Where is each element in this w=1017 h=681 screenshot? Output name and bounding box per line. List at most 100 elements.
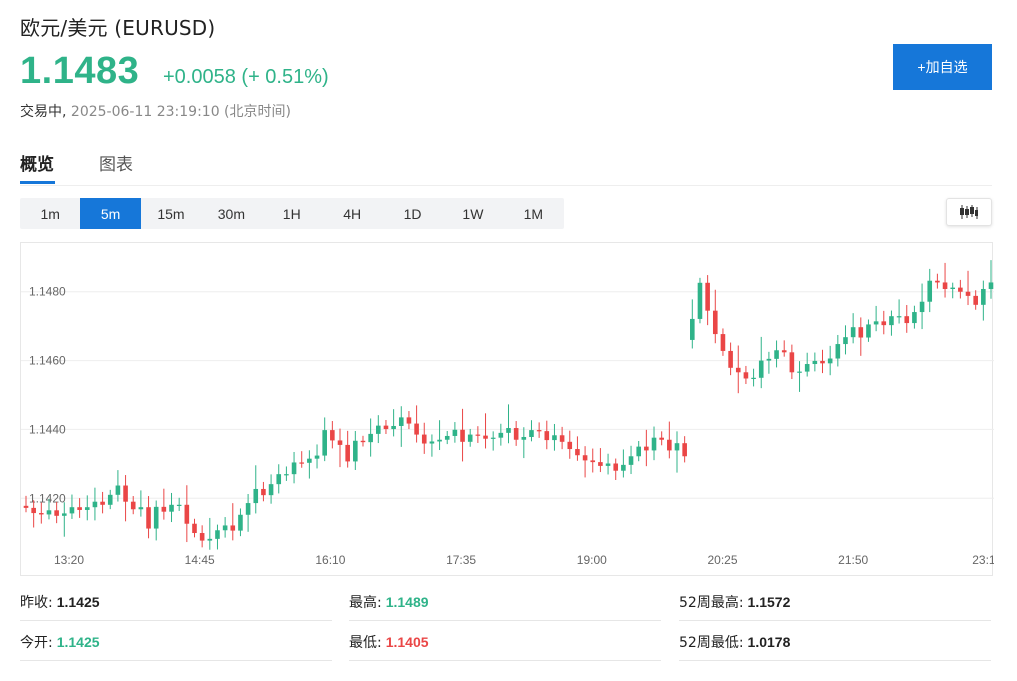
interval-1h[interactable]: 1H (282, 205, 301, 222)
candle (84, 495, 90, 521)
candle (414, 405, 419, 443)
interval-4h[interactable]: 4H (343, 205, 362, 222)
candle (169, 492, 174, 523)
candle (598, 448, 603, 473)
x-tick-label: 13:20 (54, 553, 84, 567)
active-tab-indicator (20, 181, 55, 184)
candle (513, 421, 519, 446)
candle (444, 431, 450, 445)
x-tick-label: 17:35 (446, 553, 476, 567)
candle (621, 449, 626, 478)
candle (912, 305, 917, 329)
candle (138, 490, 144, 517)
candle (299, 451, 305, 468)
candle (705, 275, 710, 326)
candle (896, 299, 902, 324)
candle (398, 406, 404, 447)
candle (544, 420, 550, 450)
candle (77, 498, 82, 518)
candle (529, 420, 534, 442)
candle (307, 450, 312, 479)
candle (950, 282, 956, 299)
candle (804, 352, 810, 377)
candle (659, 431, 664, 446)
x-tick-label: 16:10 (315, 553, 345, 567)
interval-30m[interactable]: 30m (217, 205, 245, 222)
candle (942, 262, 948, 298)
candle (644, 429, 649, 467)
candlestick-chart: 1.1420 1.1440 1.1460 1.1480 13:20 14:45 16:10 1… (21, 260, 994, 567)
candle (184, 485, 190, 543)
candle (467, 428, 473, 447)
candle (337, 428, 343, 468)
interval-1d[interactable]: 1D (403, 205, 422, 222)
y-tick-label: 1.1460 (29, 354, 66, 368)
status-label: 交易中, (20, 104, 67, 120)
candle (115, 470, 121, 502)
candle (766, 351, 772, 374)
candle (636, 440, 641, 462)
candle (360, 435, 366, 447)
candle (475, 426, 481, 443)
x-tick-label: 23:1 (972, 553, 994, 567)
candle (353, 431, 358, 470)
candle (261, 481, 266, 502)
candle (207, 517, 213, 550)
candle (421, 422, 427, 454)
candle (199, 525, 205, 548)
interval-15m[interactable]: 15m (157, 205, 185, 222)
candle (23, 495, 29, 513)
candle (781, 340, 787, 357)
candle (54, 501, 59, 524)
status-timestamp: 2025-06-11 23:19:10 (北京时间) (70, 104, 291, 120)
stat-label: 52周最低: (679, 635, 744, 651)
interval-1w[interactable]: 1W (462, 205, 484, 222)
tab-overview[interactable]: 概览 (20, 155, 54, 175)
price-chart[interactable]: 1.1420 1.1440 1.1460 1.1480 13:20 14:45 16:10 1… (20, 242, 994, 576)
candle (712, 289, 718, 344)
candle (582, 446, 588, 478)
candle (345, 430, 350, 468)
candle (483, 413, 488, 449)
candle (490, 431, 496, 451)
stat-value: 1.1572 (747, 594, 791, 610)
stat-open: 今开: 1.1425 (20, 624, 332, 661)
add-watchlist-button[interactable]: +加自选 (893, 44, 992, 90)
candle (437, 420, 442, 451)
candle (935, 273, 940, 289)
candle (322, 417, 327, 462)
candle (651, 426, 657, 461)
interval-1m[interactable]: 1m (40, 205, 60, 222)
candle (919, 283, 925, 330)
instrument-title: 欧元/美元 (EURUSD) (20, 16, 216, 40)
candle (100, 491, 105, 514)
candle (153, 500, 159, 541)
interval-5m[interactable]: 5m (80, 198, 141, 229)
tab-chart[interactable]: 图表 (99, 155, 133, 175)
candle (820, 349, 825, 374)
candle (628, 445, 634, 475)
stat-low: 最低: 1.1405 (349, 624, 661, 661)
candle (567, 430, 573, 459)
candle (812, 352, 818, 372)
candle (866, 319, 871, 342)
candle (988, 260, 994, 299)
candle (981, 280, 986, 321)
x-tick-label: 20:25 (707, 553, 737, 567)
candle (697, 277, 703, 324)
candle (215, 524, 220, 550)
candle (575, 436, 580, 461)
stat-label: 最低: (349, 635, 382, 651)
candle (881, 310, 887, 335)
price-change: +0.0058 (+ 0.51%) (163, 66, 329, 88)
candle (238, 508, 243, 537)
interval-1mo[interactable]: 1M (523, 205, 544, 222)
candle (720, 328, 726, 356)
candle (559, 426, 565, 450)
candle (521, 427, 527, 459)
stat-prev-close: 昨收: 1.1425 (20, 584, 332, 621)
candle (797, 361, 802, 392)
chart-type-button[interactable] (946, 198, 992, 226)
candle (291, 451, 297, 484)
stat-label: 今开: (20, 635, 53, 651)
